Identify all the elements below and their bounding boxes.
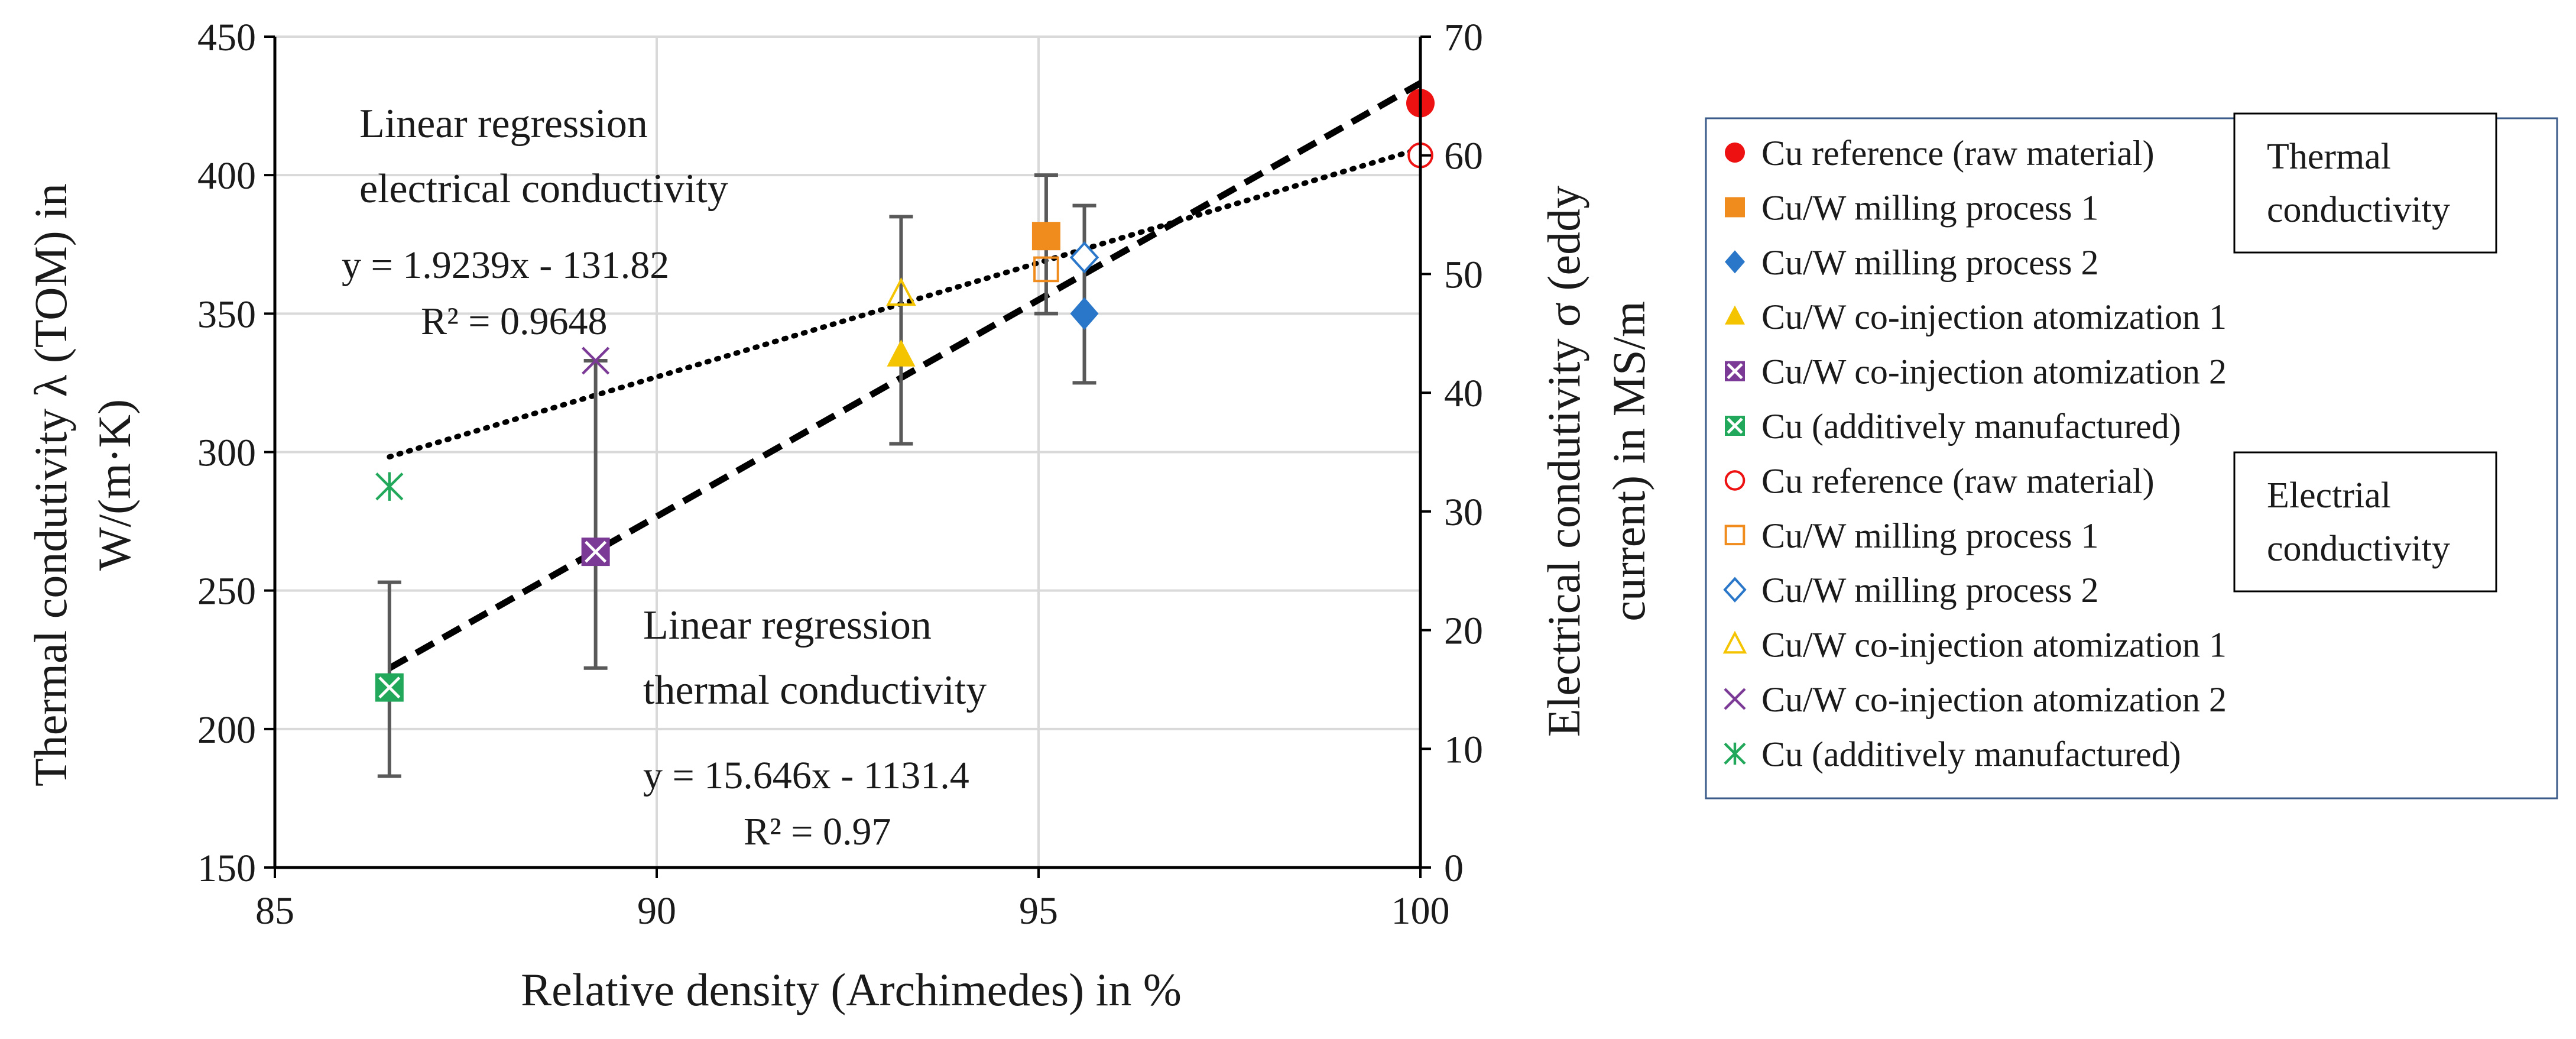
thermal-point (581, 538, 610, 567)
electrical-regression-r2: R² = 0.9648 (421, 300, 608, 343)
y-right-tick-label: 40 (1444, 372, 1483, 415)
legend-marker-cross (1727, 363, 1743, 380)
thermal-regression-label-line1: Linear regression (643, 603, 932, 648)
x-tick-label: 90 (637, 889, 676, 933)
legend-marker-cross (1727, 417, 1743, 434)
electrical-point (1069, 241, 1099, 274)
y-left-axis-title-line1: Thermal condutivity λ (TOM) in (25, 183, 76, 786)
x-tick-label: 85 (255, 889, 294, 933)
legend-label: Cu/W milling process 1 (1761, 516, 2099, 555)
legend-marker (1725, 361, 1745, 381)
tick-labels: 85 90 95 100 150 200 250 300 350 400 450 0 10 20 30 40 5… (197, 16, 1483, 933)
x-tick-label: 95 (1019, 889, 1058, 933)
y-right-tick-label: 20 (1444, 610, 1483, 653)
legend-label: Cu/W co-injection atomization 2 (1761, 352, 2227, 391)
legend-marker (1722, 630, 1747, 654)
y-left-axis-title-line2: W/(m·K) (89, 399, 140, 571)
y-right-axis-title-line1: Electrical condutivity σ (eddy (1538, 186, 1589, 737)
legend: Thermal conductivity Electrial conductiv… (1705, 112, 2558, 800)
legend-marker (1724, 688, 1746, 710)
x-tick-label: 100 (1391, 889, 1450, 933)
legend-electrical-title-line2: conductivity (2267, 529, 2450, 569)
y-right-tick-label: 0 (1444, 847, 1464, 890)
thermal-regression-label-line2: thermal conductivity (643, 668, 987, 713)
thermal-point-cross (585, 540, 607, 563)
legend-marker (1724, 742, 1746, 765)
electrical-regression-equation: y = 1.9239x - 131.82 (342, 244, 669, 287)
legend-label: Cu (additively manufactured) (1761, 407, 2181, 446)
y-left-tick-label: 200 (197, 708, 256, 752)
legend-marker (1725, 143, 1745, 163)
electrical-regression-label-line1: Linear regression (359, 101, 648, 147)
legend-marker (1725, 305, 1745, 325)
electrical-point (1033, 256, 1059, 283)
thermal-point (1070, 297, 1099, 330)
regression-lines (387, 80, 1423, 671)
y-left-tick-label: 450 (197, 16, 256, 59)
y-right-tick-label: 10 (1444, 728, 1483, 771)
legend-marker (1724, 470, 1746, 491)
thermal-regression-line (388, 80, 1422, 671)
legend-thermal-title-box (2233, 112, 2497, 254)
legend-marker (1723, 577, 1747, 603)
electrical-point (886, 277, 916, 306)
thermal-point (1031, 222, 1060, 251)
thermal-regression-equation: y = 15.646x - 1131.4 (643, 754, 969, 797)
legend-label: Cu/W milling process 2 (1761, 571, 2099, 610)
electrical-point (582, 347, 610, 375)
legend-marker (1725, 250, 1745, 274)
grid-lines (275, 35, 1420, 868)
thermal-regression-r2: R² = 0.97 (744, 810, 891, 853)
legend-electrical-title-line1: Electrial (2267, 475, 2391, 516)
legend-label: Cu/W milling process 2 (1761, 243, 2099, 282)
y-right-tick-label: 50 (1444, 253, 1483, 296)
legend-entries: Cu reference (raw material) Cu/W milling … (1722, 134, 2227, 773)
legend-thermal-title-line2: conductivity (2267, 190, 2450, 230)
legend-label: Cu/W milling process 1 (1761, 188, 2099, 227)
thermal-point (887, 339, 916, 367)
electrical-point (375, 472, 404, 501)
legend-marker (1725, 197, 1745, 218)
y-left-tick-label: 350 (197, 293, 256, 336)
axes (264, 35, 1431, 878)
y-right-tick-label: 70 (1444, 16, 1483, 59)
y-right-tick-label: 30 (1444, 491, 1483, 534)
y-right-axis-title-line2: current) in MS/m (1603, 301, 1654, 622)
electrical-regression-line (387, 145, 1423, 460)
legend-marker (1724, 525, 1746, 546)
y-left-tick-label: 300 (197, 432, 256, 475)
legend-label: Cu/W co-injection atomization 1 (1761, 297, 2227, 336)
y-left-tick-label: 400 (197, 154, 256, 198)
legend-electrical-title-box (2233, 451, 2497, 593)
x-axis-title: Relative density (Archimedes) in % (521, 964, 1182, 1015)
thermal-point (375, 673, 404, 702)
legend-label: Cu/W co-injection atomization 2 (1761, 680, 2227, 719)
legend-label: Cu/W co-injection atomization 1 (1761, 626, 2227, 665)
legend-thermal-title-line1: Thermal (2267, 137, 2391, 177)
y-left-tick-label: 150 (197, 847, 256, 890)
legend-marker (1725, 416, 1745, 436)
legend-label: Cu reference (raw material) (1761, 134, 2155, 173)
thermal-point-cross (378, 677, 401, 699)
y-right-tick-label: 60 (1444, 135, 1483, 178)
y-left-tick-label: 250 (197, 570, 256, 613)
electrical-regression-label-line2: electrical conductivity (359, 166, 728, 212)
legend-label: Cu (additively manufactured) (1761, 734, 2181, 773)
legend-label: Cu reference (raw material) (1761, 461, 2155, 500)
